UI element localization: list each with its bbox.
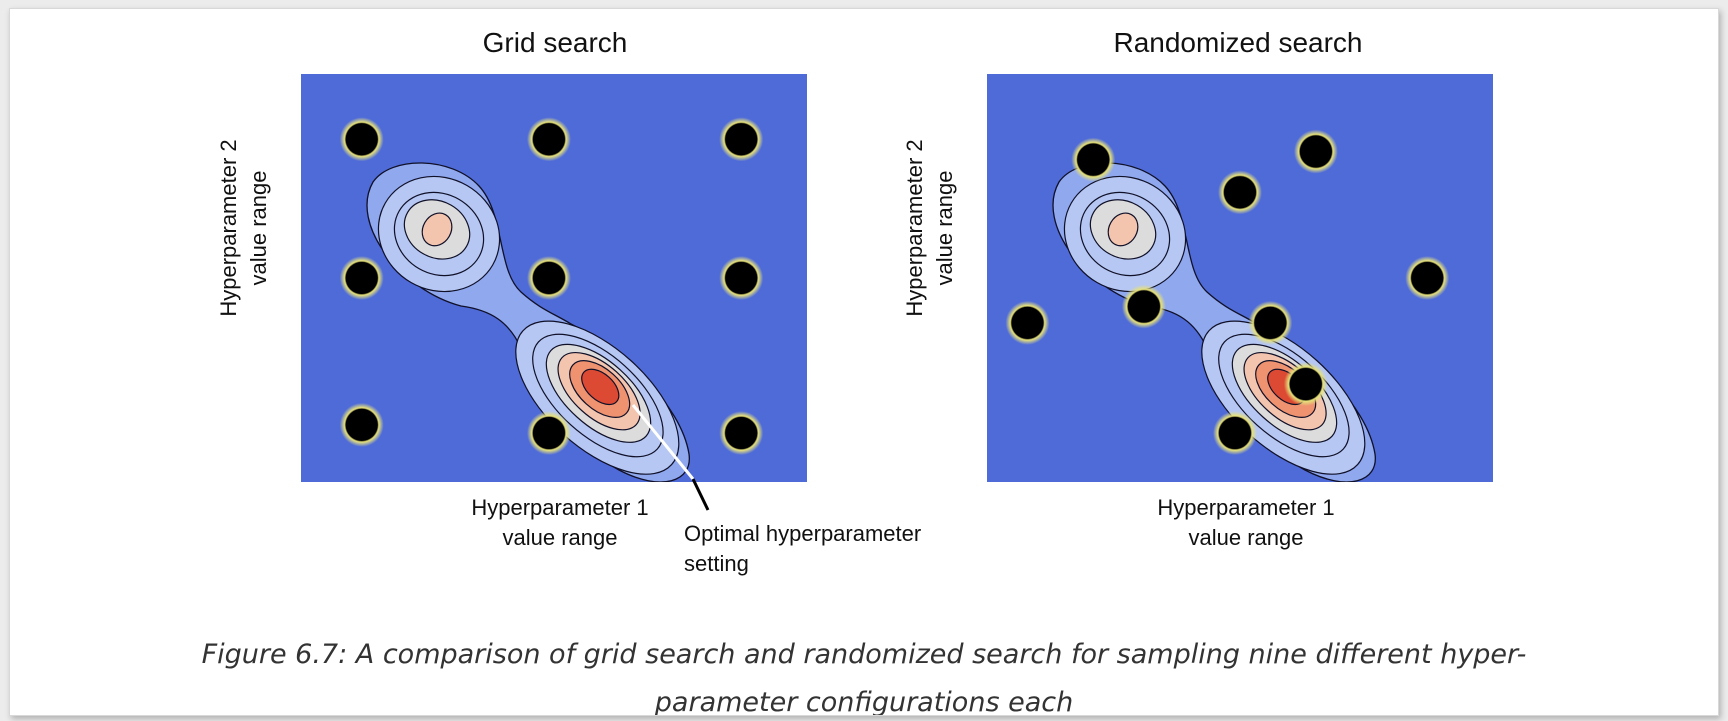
figure-frame: Grid search Hyperparameter 2 value range…	[9, 8, 1719, 716]
random-sample-point-8	[1289, 368, 1322, 401]
random-sample-point-6	[1254, 306, 1287, 339]
figure-caption: Figure 6.7: A comparison of grid search …	[10, 631, 1718, 716]
random-upper-peak-level-4	[1107, 212, 1139, 247]
random-x-label-line1: Hyperparameter 1	[1157, 495, 1335, 520]
grid-sample-point-7	[345, 408, 378, 441]
random-sample-point-9	[1218, 417, 1251, 450]
grid-sample-point-2	[532, 123, 565, 156]
random-y-label-line2: value range	[932, 170, 957, 286]
grid-x-label-line1: Hyperparameter 1	[471, 495, 649, 520]
grid-sample-point-3	[725, 123, 758, 156]
random-sample-point-1	[1077, 143, 1110, 176]
grid-y-label-line1: Hyperparameter 2	[216, 139, 241, 317]
optimal-setting-annotation: Optimal hyperparameter setting	[684, 519, 921, 579]
grid-search-x-label: Hyperparameter 1 value range	[410, 493, 710, 553]
grid-search-plot	[301, 74, 807, 482]
annotation-line2: setting	[684, 551, 749, 576]
grid-y-label-line2: value range	[246, 170, 271, 286]
random-sample-point-3	[1224, 176, 1256, 209]
grid-x-label-line2: value range	[502, 525, 618, 550]
random-sample-point-2	[1299, 135, 1332, 168]
grid-search-title: Grid search	[482, 27, 628, 58]
random-y-label-line1: Hyperparameter 2	[902, 139, 927, 317]
caption-line2: parameter configurations each	[654, 687, 1074, 716]
random-sample-point-7	[1411, 262, 1444, 294]
grid-sample-point-5	[532, 262, 565, 294]
caption-line1: Figure 6.7: A comparison of grid search …	[201, 639, 1527, 670]
random-sample-point-5	[1127, 290, 1160, 323]
grid-sample-point-1	[345, 123, 378, 156]
grid-sample-point-4	[345, 262, 378, 294]
grid-sample-point-8	[532, 417, 565, 450]
grid-upper-peak-level-4	[421, 212, 453, 247]
randomized-search-y-label: Hyperparameter 2 value range	[900, 28, 960, 428]
random-sample-point-4	[1011, 306, 1044, 339]
grid-sample-point-6	[725, 262, 758, 294]
annotation-line1: Optimal hyperparameter	[684, 521, 922, 546]
random-x-label-line2: value range	[1188, 525, 1304, 550]
randomized-search-plot	[987, 74, 1493, 482]
randomized-search-title: Randomized search	[1113, 27, 1363, 58]
grid-sample-point-9	[725, 417, 758, 450]
grid-lower-peak-level-6	[581, 368, 620, 406]
grid-search-y-label: Hyperparameter 2 value range	[214, 28, 274, 428]
randomized-search-x-label: Hyperparameter 1 value range	[1096, 493, 1396, 553]
